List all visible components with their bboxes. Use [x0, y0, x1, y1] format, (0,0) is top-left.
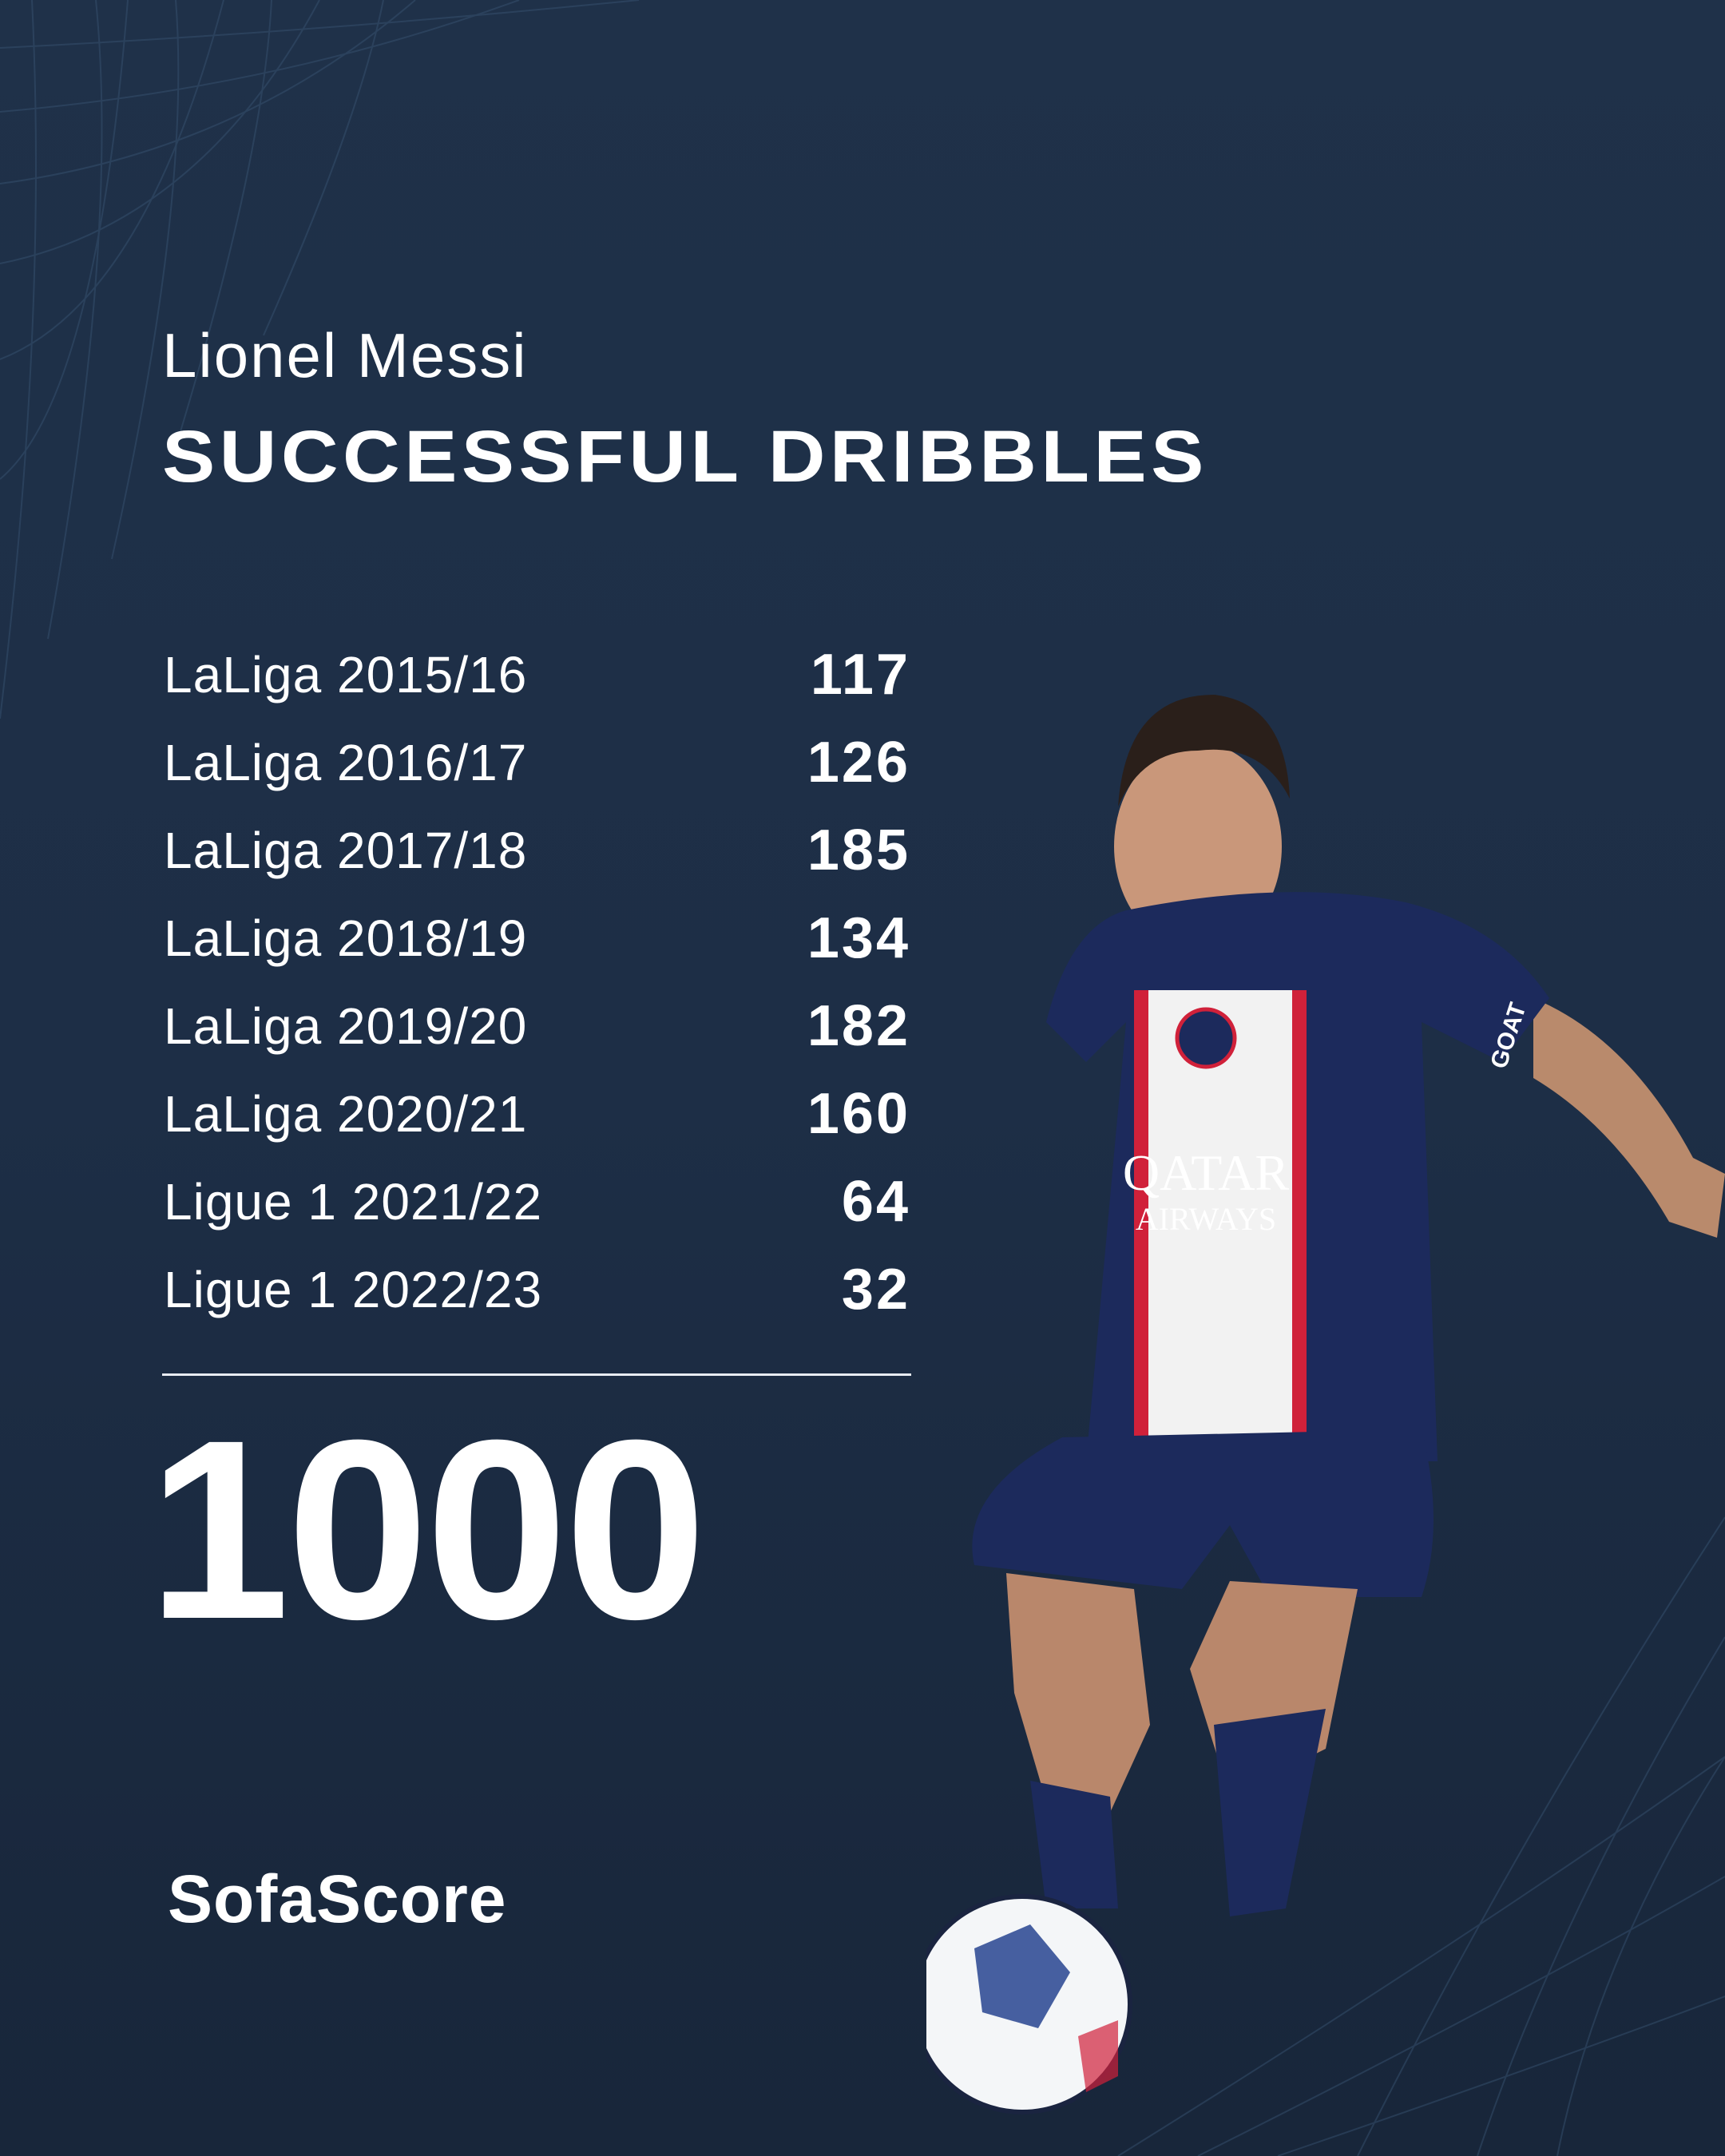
- season-value: 64: [841, 1170, 910, 1234]
- season-value: 117: [810, 643, 910, 707]
- season-value: 32: [841, 1258, 910, 1322]
- sponsor-logo-text: QATAR: [1123, 1144, 1290, 1201]
- season-row: LaLiga 2016/17 126: [164, 719, 910, 807]
- season-stats-list: LaLiga 2015/16 117 LaLiga 2016/17 126 LaLi…: [164, 631, 910, 1334]
- sofascore-logo: SofaScore: [168, 1861, 507, 1936]
- season-value: 126: [807, 731, 910, 795]
- player-name: Lionel Messi: [162, 320, 528, 390]
- season-label: LaLiga 2020/21: [164, 1085, 528, 1143]
- season-label: LaLiga 2017/18: [164, 822, 528, 879]
- season-value: 185: [807, 818, 910, 882]
- season-value: 134: [807, 906, 910, 970]
- season-label: LaLiga 2016/17: [164, 734, 528, 791]
- season-label: Ligue 1 2022/23: [164, 1261, 543, 1318]
- season-row: LaLiga 2019/20 182: [164, 982, 910, 1070]
- season-label: LaLiga 2015/16: [164, 646, 528, 703]
- season-row: Ligue 1 2021/22 64: [164, 1158, 910, 1246]
- total-value: 1000: [148, 1386, 707, 1672]
- season-label: LaLiga 2019/20: [164, 997, 528, 1055]
- season-value: 182: [807, 994, 910, 1058]
- divider: [162, 1373, 911, 1376]
- season-label: LaLiga 2018/19: [164, 910, 528, 967]
- season-row: LaLiga 2020/21 160: [164, 1070, 910, 1158]
- stat-title: SUCCESSFUL DRIBBLES: [162, 416, 1208, 497]
- season-row: LaLiga 2018/19 134: [164, 894, 910, 982]
- season-row: LaLiga 2017/18 185: [164, 807, 910, 894]
- season-value: 160: [807, 1082, 910, 1146]
- svg-text:AIRWAYS: AIRWAYS: [1136, 1201, 1276, 1237]
- season-row: LaLiga 2015/16 117: [164, 631, 910, 719]
- season-row: Ligue 1 2022/23 32: [164, 1246, 910, 1334]
- player-photo: QATAR AIRWAYS GOAT: [926, 695, 1725, 2114]
- season-label: Ligue 1 2021/22: [164, 1173, 543, 1231]
